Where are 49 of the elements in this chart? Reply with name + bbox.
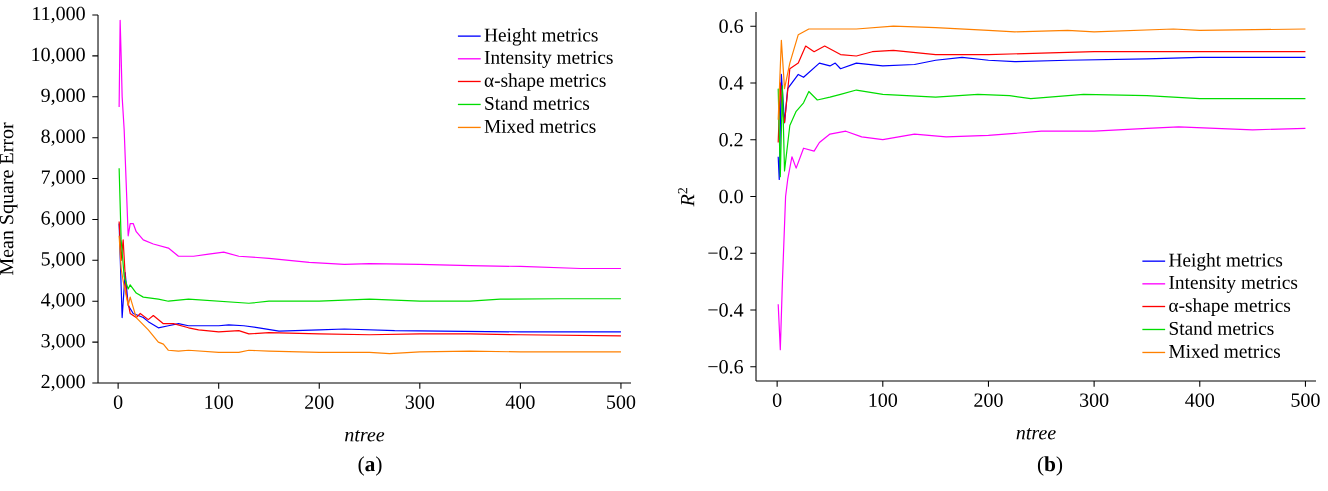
x-axis-title: ntree [345, 430, 385, 442]
y-tick-label: 0.0 [719, 189, 743, 204]
line-series [118, 235, 622, 355]
x-tick-label: 0 [113, 395, 123, 409]
x-tick-label: 400 [505, 395, 535, 409]
y-tick-label: 6,000 [41, 211, 85, 228]
y-tick-label: 0.2 [719, 132, 743, 147]
y-tick-label: 9,000 [41, 88, 85, 105]
legend-label: Intensity metrics [484, 50, 613, 68]
x-axis-title: ntree [1016, 428, 1056, 440]
y-axis-title: Mean Square Error [0, 122, 18, 276]
y-tick-label: −0.2 [708, 246, 743, 261]
y-tick-label: −0.4 [708, 303, 744, 317]
y-tick-label: 10,000 [32, 47, 85, 65]
line-series [777, 85, 1307, 178]
x-tick-label: 500 [607, 395, 636, 409]
y-tick-label: 5,000 [41, 252, 85, 269]
legend-label: Stand metrics [1169, 321, 1274, 335]
x-tick-label: 300 [405, 395, 435, 409]
x-tick-label: 100 [869, 393, 898, 407]
line-series [118, 19, 622, 270]
text: (a) [358, 456, 382, 476]
y-tick-label: 4,000 [41, 293, 85, 310]
legend-label: Height metrics [484, 27, 598, 46]
x-tick-label: 0 [772, 393, 782, 407]
y-tick-label: −0.6 [708, 360, 744, 374]
legend-label: Mixed metrics [1169, 344, 1281, 358]
legend-label: Mixed metrics [484, 119, 596, 133]
y-tick-label: 8,000 [41, 129, 85, 146]
x-tick-label: 500 [1291, 393, 1320, 407]
legend-label: α-shape metrics [1169, 298, 1291, 316]
legend-label: Height metrics [1169, 252, 1283, 271]
y-tick-label: 2,000 [41, 374, 85, 392]
legend-label: α-shape metrics [484, 73, 606, 91]
x-tick-label: 300 [1080, 393, 1109, 407]
y-tick-label: 0.4 [719, 76, 744, 90]
line-series [777, 56, 1307, 181]
y-axis-title: R$^{2}$ [677, 187, 695, 207]
text: (b) [1037, 456, 1063, 476]
x-tick-label: 400 [1185, 393, 1215, 407]
x-tick-label: 200 [974, 393, 1003, 407]
y-tick-label: 7,000 [41, 170, 85, 187]
y-tick-label: 0.6 [719, 19, 744, 33]
legend-label: Stand metrics [485, 96, 590, 110]
y-tick-label: 3,000 [41, 333, 85, 351]
x-tick-label: 200 [305, 395, 334, 409]
x-tick-label: 100 [205, 395, 233, 409]
legend-label: Intensity metrics [1169, 275, 1298, 293]
y-tick-label: 11,000 [33, 6, 85, 24]
